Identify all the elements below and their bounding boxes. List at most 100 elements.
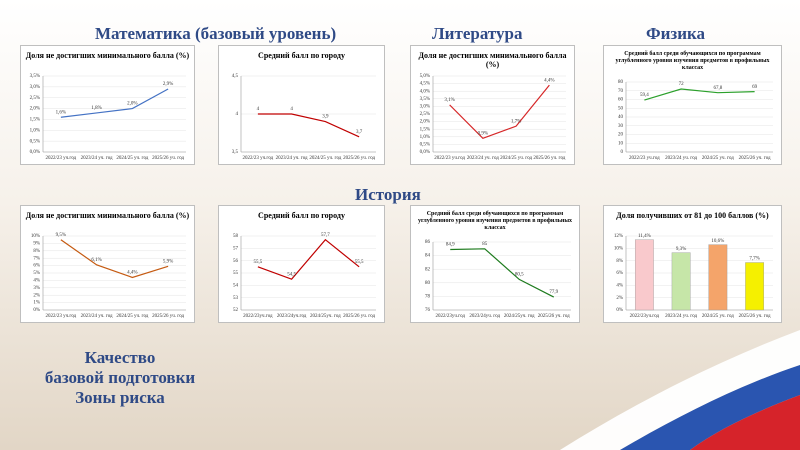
chart-title: Средний балл среди обучающихся по програ… (417, 211, 573, 231)
y-tick-label: 1,0% (30, 128, 40, 133)
y-tick-label: 6% (616, 271, 623, 276)
data-label: 3,7 (356, 130, 363, 135)
data-label: 5,9% (163, 259, 173, 264)
x-tick-label: 2025/26 уч. год (343, 156, 375, 161)
chart: 0,0% 0,5% 1,0% 1,5% 2,0% 2,5% 3,0% 3,5% 4,0% 4,5%… (420, 74, 566, 161)
x-tick-label: 2024/25уч. год (504, 314, 535, 319)
data-label: 67,8 (714, 86, 723, 91)
x-tick-label: 2022/23уч.год (243, 314, 273, 319)
x-tick-label: 2025/26 уч. год (152, 156, 184, 161)
chart-panel: Средний балл среди обучающихся по програ… (410, 205, 580, 323)
x-tick-label: 2025/26 уч. год (533, 156, 565, 161)
chart-title: Доля не достигших минимального балла (%) (25, 51, 190, 60)
y-tick-label: 0,5% (30, 139, 40, 144)
data-label: 10,6% (711, 239, 724, 244)
y-tick-label: 50 (618, 106, 624, 111)
x-tick-label: 2023/24 уч. год (665, 314, 697, 319)
y-tick-label: 40 (618, 115, 624, 120)
data-label: 3,1% (444, 98, 454, 103)
x-tick-label: 2022/23 уч.год (46, 156, 77, 161)
x-tick-label: 2022/23уч.год (630, 314, 660, 319)
chart-title: Доля не достигших минимального балла (%) (25, 211, 190, 220)
chart-panel: Доля не достигших минимального балла (%)… (410, 45, 575, 165)
y-tick-label: 8% (616, 259, 623, 264)
heading: Математика (базовый уровень) (95, 24, 337, 43)
y-tick-label: 53 (233, 296, 239, 301)
data-label: 4,4% (544, 78, 554, 83)
bar (745, 262, 765, 311)
y-tick-label: 58 (233, 234, 239, 239)
heading: Литература (432, 24, 523, 43)
data-label: 1,8% (91, 106, 101, 111)
y-tick-label: 7% (33, 256, 40, 261)
footer-line: Зоны риска (75, 388, 165, 407)
y-tick-label: 0,0% (30, 150, 40, 155)
y-tick-label: 2% (616, 296, 623, 301)
x-tick-label: 2024/25уч. год (310, 314, 341, 319)
data-label: 6,1% (91, 258, 101, 263)
data-label: 1,6% (56, 110, 66, 115)
data-label: 55,5 (254, 260, 263, 265)
x-tick-label: 2025/26 уч. год (739, 314, 771, 319)
y-tick-label: 20 (618, 133, 624, 138)
chart-title: Доля получивших от 81 до 100 баллов (%) (616, 211, 769, 220)
footer-line: базовой подготовки (44, 368, 196, 387)
heading: История (355, 185, 421, 204)
y-tick-label: 76 (425, 308, 431, 313)
chart: 76 78 80 82 84 86 2022/23уч.год 2023/24уч. год 2… (425, 240, 571, 319)
data-label: 84,9 (446, 243, 455, 248)
y-tick-label: 82 (425, 267, 431, 272)
chart-panel: Доля получивших от 81 до 100 баллов (%) 0… (603, 205, 782, 323)
x-tick-label: 2024/25 уч. год (309, 156, 341, 161)
data-label: 77,9 (549, 290, 558, 295)
data-label: 2,0% (127, 102, 137, 107)
chart: 0 10 20 30 40 50 60 70 80 2022/23 уч.год 2023/24 у… (618, 80, 773, 161)
x-tick-label: 2023/24 уч. год (276, 156, 308, 161)
data-label: 57,7 (321, 233, 330, 238)
chart-panel: Средний балл среди обучающихся по програ… (603, 45, 782, 165)
y-tick-label: 2% (33, 293, 40, 298)
data-label: 9,3% (676, 247, 686, 252)
data-label: 55,5 (355, 260, 364, 265)
y-tick-label: 30 (618, 124, 624, 129)
line-series (449, 84, 550, 140)
x-tick-label: 2024/25 уч. год (116, 156, 148, 161)
x-tick-label: 2022/23уч.год (436, 314, 466, 319)
x-tick-label: 2024/25 уч. год (702, 314, 734, 319)
chart: 52 53 54 55 56 57 58 2022/23уч.год 2023/24уч.год… (233, 233, 376, 319)
y-tick-label: 2,0% (420, 120, 430, 125)
line-series (257, 238, 360, 280)
chart-panel: Средний балл по городу 3,5 4 4,5 2022/23 уч.… (218, 45, 385, 165)
x-tick-label: 2022/23 уч.год (434, 156, 465, 161)
data-label: 11,4% (638, 234, 651, 239)
data-label: 59,4 (640, 93, 649, 98)
y-tick-label: 80 (618, 80, 624, 85)
ribbon-red (690, 395, 800, 450)
x-tick-label: 2022/23 уч.год (46, 314, 77, 319)
x-tick-label: 2025/26 уч. год (152, 314, 184, 319)
chart: 0% 1% 2% 3% 4% 5% 6% 7% 8% 9% 10% 2022/23 уч.год 202… (31, 233, 186, 319)
x-tick-label: 2023/24 уч. год (467, 156, 499, 161)
data-label: 1,7% (511, 119, 521, 124)
y-tick-label: 84 (425, 254, 431, 259)
chart-title: Средний балл среди обучающихся по програ… (615, 51, 770, 71)
data-label: 0,9% (478, 131, 488, 136)
y-tick-label: 4,0% (420, 89, 430, 94)
line-series (60, 88, 169, 118)
y-tick-label: 4% (616, 283, 623, 288)
y-tick-label: 55 (233, 271, 239, 276)
x-tick-label: 2025/26 уч. год (538, 314, 570, 319)
y-tick-label: 0,0% (420, 150, 430, 155)
y-tick-label: 86 (425, 240, 431, 245)
x-tick-label: 2023/24 уч. год (81, 314, 113, 319)
chart-panel: Доля не достигших минимального балла (%)… (20, 45, 195, 165)
y-tick-label: 3,5 (232, 150, 239, 155)
data-label: 69 (752, 85, 758, 90)
x-tick-label: 2022/23 уч.год (629, 156, 660, 161)
chart-panel: Доля не достигших минимального балла (%)… (20, 205, 195, 323)
footer-line: Качество (84, 348, 156, 367)
y-tick-label: 4,5 (232, 74, 239, 79)
ribbon-blue (620, 365, 800, 450)
chart: 0,0% 0,5% 1,0% 1,5% 2,0% 2,5% 3,0% 3,5% 2022/23 … (30, 74, 186, 161)
